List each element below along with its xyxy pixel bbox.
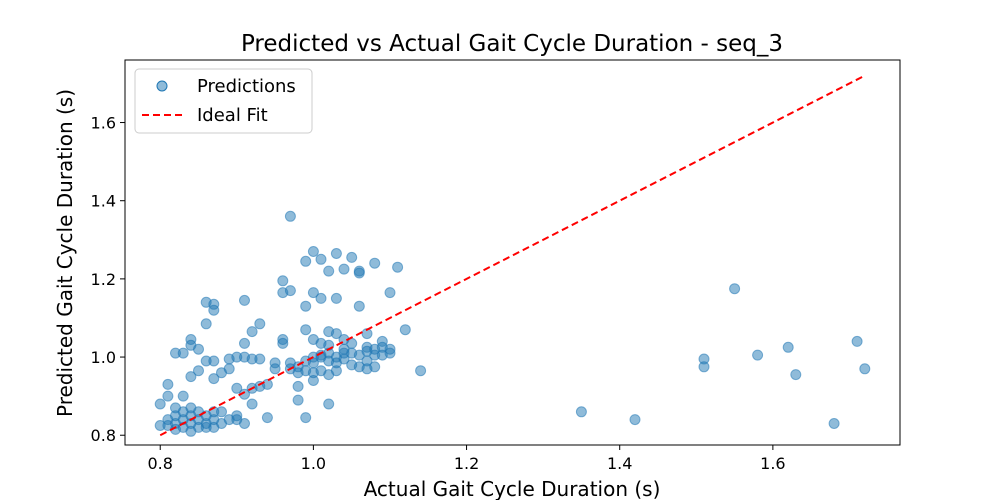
data-point [338,263,350,275]
y-axis-title: Predicted Gait Cycle Duration (s) [53,89,77,417]
data-point [307,287,319,299]
plot-frame [124,59,901,446]
y-tick-label: 1.4 [91,192,116,211]
data-point [239,418,250,429]
data-point [269,363,281,375]
data-point [193,365,204,377]
data-point [330,248,342,259]
data-point [330,328,342,340]
data-point [369,257,381,269]
data-point [284,285,296,297]
y-axis: 0.8 1.0 1.2 1.4 1.6 [91,114,125,445]
data-point [162,378,174,390]
data-point [300,412,312,424]
data-point [315,292,327,304]
x-tick-label: 1.4 [607,454,632,473]
data-point [231,382,243,394]
data-point [200,318,212,330]
data-point [307,246,319,257]
data-point [392,261,404,273]
legend-label-ideal-fit: Ideal Fit [197,105,268,126]
data-point [399,324,411,336]
data-point [729,283,741,295]
data-point [415,365,427,377]
data-point [277,337,289,349]
data-point [239,294,250,306]
data-point [246,326,258,338]
data-point [284,210,296,222]
data-point [261,378,273,390]
data-point [315,253,327,265]
data-point [223,363,235,375]
data-point [292,380,304,392]
data-point [162,390,174,402]
data-point [239,337,250,349]
data-point [208,355,220,367]
data-point [790,369,802,381]
data-point [300,324,312,336]
data-point [292,394,304,406]
data-point [330,292,342,304]
data-point [254,353,266,365]
data-point [185,371,197,383]
data-point [208,373,220,385]
data-point [330,365,342,377]
x-tick-label: 1.6 [760,454,785,473]
data-point [698,361,710,373]
x-tick-label: 1.0 [301,454,326,473]
data-point [629,414,641,426]
y-tick-label: 1.6 [91,114,116,133]
data-point [277,275,289,287]
x-axis: 0.8 1.0 1.2 1.4 1.6 [148,445,786,473]
x-tick-label: 0.8 [148,454,173,473]
data-point [353,267,365,279]
data-point [177,347,189,359]
data-point [752,349,764,361]
data-point [323,398,335,410]
data-point [575,406,587,418]
x-tick-label: 1.2 [454,454,479,473]
data-point [261,412,273,424]
data-point [859,363,871,375]
data-point [177,390,189,402]
data-point [828,418,840,429]
data-point [193,343,204,355]
legend: Predictions Ideal Fit [134,68,313,134]
data-point [307,375,319,386]
points-layer [154,210,871,437]
data-point [369,361,381,373]
data-point [154,398,166,410]
data-point [384,347,396,359]
data-point [353,300,365,312]
data-point [254,318,266,330]
data-point [346,251,358,263]
legend-marker-predictions [156,80,168,92]
data-point [208,304,220,316]
legend-box [134,68,313,134]
data-point [246,398,258,410]
legend-label-predictions: Predictions [197,76,296,97]
x-axis-title: Actual Gait Cycle Duration (s) [364,477,661,500]
data-point [300,255,312,267]
data-point [323,265,335,277]
data-point [782,341,794,353]
data-point [216,406,227,418]
chart-title: Predicted vs Actual Gait Cycle Duration … [241,31,783,57]
y-tick-label: 0.8 [91,426,116,445]
data-point [300,300,312,312]
y-tick-label: 1.2 [91,270,116,289]
data-point [851,335,863,347]
y-tick-label: 1.0 [91,348,116,367]
data-point [384,287,396,299]
